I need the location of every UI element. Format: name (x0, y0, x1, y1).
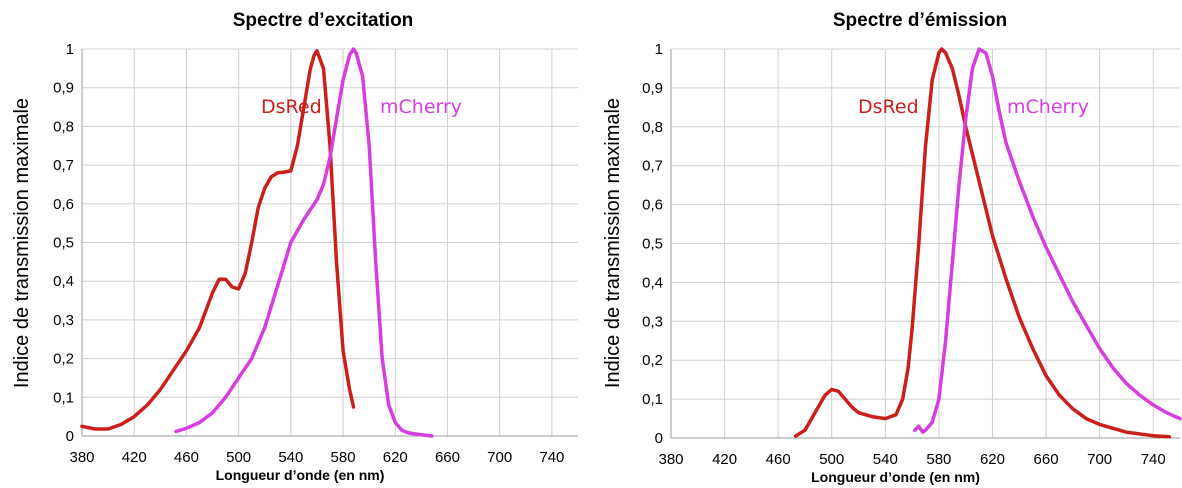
x-tick-label: 620 (383, 449, 408, 466)
y-axis-label: Indice de transmission maximale (11, 98, 33, 388)
y-tick-label: 0,5 (642, 236, 663, 253)
y-tick-label: 0,1 (642, 391, 663, 408)
y-tick-label: 0,7 (642, 158, 663, 175)
y-tick-label: 0,8 (642, 119, 663, 136)
y-tick-label: 0,3 (53, 312, 74, 329)
series-line-mcherry (913, 47, 1182, 434)
x-tick-label: 700 (487, 449, 512, 466)
x-tick-label: 620 (980, 451, 1005, 468)
x-tick-label: 580 (331, 449, 356, 466)
chart-title: Spectre d’excitation (233, 10, 414, 31)
y-tick-label: 0,6 (642, 197, 663, 214)
y-axis-label: Indice de transmission maximale (602, 98, 624, 388)
y-tick-label: 0,2 (642, 352, 663, 369)
y-tick-label: 0,3 (642, 313, 663, 330)
x-tick-label: 460 (766, 451, 791, 468)
y-tick-label: 0,2 (53, 351, 74, 368)
x-tick-label: 580 (926, 451, 951, 468)
series-label-dsred: DsRed (858, 96, 919, 118)
x-tick-label: 740 (1141, 451, 1166, 468)
x-tick-label: 420 (712, 451, 737, 468)
x-tick-label: 500 (819, 451, 844, 468)
chart-title: Spectre d’émission (833, 10, 1007, 31)
x-axis-label: Longueur d’onde (en nm) (811, 469, 980, 485)
x-tick-label: 740 (539, 449, 564, 466)
series-line-dsred (80, 49, 356, 431)
series-line-mcherry (174, 47, 434, 438)
series-label-dsred: DsRed (261, 96, 322, 118)
y-tick-label: 0,9 (642, 80, 663, 97)
x-tick-label: 380 (69, 449, 94, 466)
y-tick-label: 0 (655, 430, 663, 447)
x-tick-label: 660 (1034, 451, 1059, 468)
y-tick-label: 0,4 (642, 274, 663, 291)
x-tick-label: 660 (435, 449, 460, 466)
y-tick-label: 0,6 (53, 196, 74, 213)
series-line-dsred (793, 47, 1172, 439)
x-tick-label: 460 (174, 449, 199, 466)
series-label-mcherry: mCherry (1007, 96, 1089, 118)
y-tick-label: 0,7 (53, 157, 74, 174)
x-axis-label: Longueur d’onde (en nm) (216, 467, 385, 483)
x-tick-label: 380 (658, 451, 683, 468)
emission-chart: Spectre d’émission 0 0,1 0,2 0,3 0,4 0,5 0,6 0,7… (602, 10, 1182, 485)
y-tick-label: 1 (66, 41, 74, 58)
y-tick-label: 0,8 (53, 118, 74, 135)
excitation-chart: Spectre d’excitation 0 0,1 0,2 0,3 0,4 0,5 0,6 0… (11, 10, 578, 483)
x-tick-label: 420 (122, 449, 147, 466)
series-label-mcherry: mCherry (380, 96, 462, 118)
y-tick-label: 0,5 (53, 235, 74, 252)
y-tick-label: 0,9 (53, 80, 74, 97)
x-tick-label: 540 (278, 449, 303, 466)
y-tick-label: 0,4 (53, 273, 74, 290)
y-tick-label: 0 (66, 428, 74, 445)
x-tick-label: 700 (1087, 451, 1112, 468)
y-tick-label: 0,1 (53, 389, 74, 406)
x-tick-label: 500 (226, 449, 251, 466)
y-tick-label: 1 (655, 41, 663, 58)
x-tick-label: 540 (873, 451, 898, 468)
